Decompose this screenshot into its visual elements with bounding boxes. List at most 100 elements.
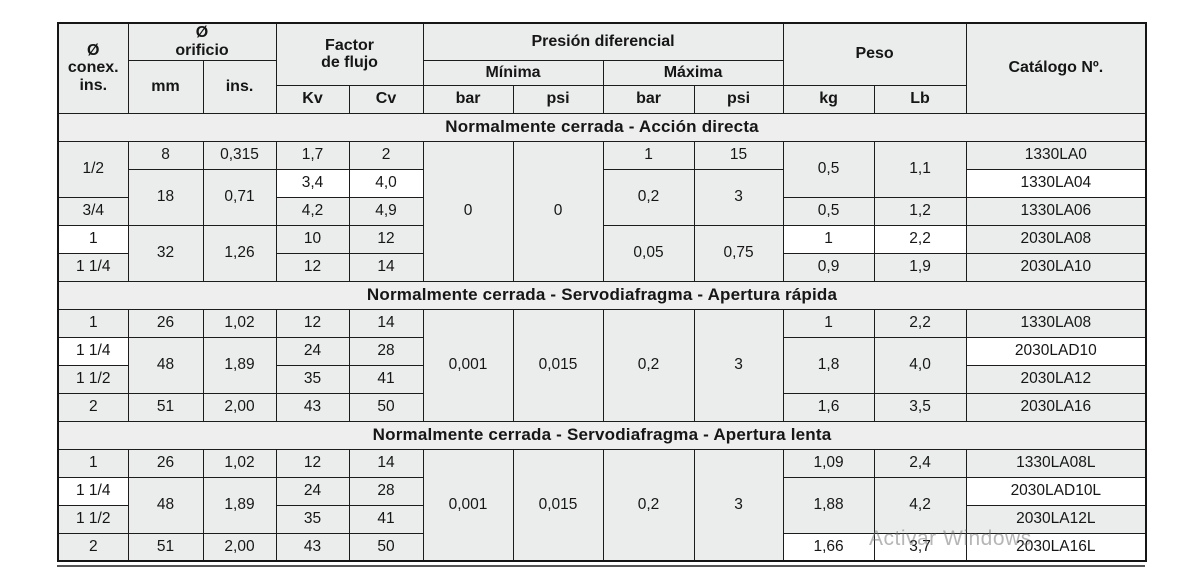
- section-title: Normalmente cerrada - Servodiafragma - A…: [57, 420, 1147, 450]
- table-cell: 0,315: [202, 140, 277, 170]
- table-cell: 2: [57, 532, 129, 562]
- table-cell: 51: [127, 532, 204, 562]
- table-cell: 1: [602, 140, 695, 170]
- table-cell: 0,001: [422, 448, 514, 562]
- table-cell: 24: [275, 336, 350, 366]
- table-cell: 12: [348, 224, 424, 254]
- table-cell: 50: [348, 532, 424, 562]
- table-cell: 0,5: [782, 140, 875, 198]
- column-header: Cv: [348, 84, 424, 114]
- table-cell: 41: [348, 364, 424, 394]
- table-row: 2 51 2,00 43 50 1,6 3,5 2030LA16: [57, 392, 1147, 422]
- table-cell: 32: [127, 224, 204, 282]
- column-header: Mínima: [422, 59, 604, 86]
- table-cell: 0,015: [512, 308, 604, 422]
- column-header: kg: [782, 84, 875, 114]
- table-cell: 8: [127, 140, 204, 170]
- table-cell: 0,001: [422, 308, 514, 422]
- table-cell: 14: [348, 448, 424, 478]
- table-cell: 1,7: [275, 140, 350, 170]
- table-cell: 3,5: [873, 392, 967, 422]
- table-cell: 1 1/4: [57, 252, 129, 282]
- table-cell: 48: [127, 336, 204, 394]
- table-cell: 1330LA08: [965, 308, 1147, 338]
- table-cell: 26: [127, 448, 204, 478]
- table-row: 18 0,71 3,4 4,0 0,2 3 1330LA04: [58, 168, 1147, 226]
- table-row: 1 1/2 35 41 2030LA12L: [57, 504, 1147, 534]
- table-cell: 1,66: [782, 532, 875, 562]
- table-cell: 1 1/4: [57, 476, 129, 506]
- column-header: Catálogo Nº.: [965, 22, 1147, 114]
- table-row: 1 1/4 48 1,89 24 28 1,88 4,2 2030LAD10L: [57, 476, 1147, 534]
- table-cell: 1,26: [202, 224, 277, 282]
- valve-spec-table-container: Ø conex. ins. Ø orificio Factor de flujo Pr…: [57, 22, 1148, 567]
- table-cell: 26: [127, 308, 204, 338]
- table-cell: 4,9: [348, 196, 424, 226]
- table-cell: 1330LA08L: [965, 448, 1147, 478]
- table-cell: 35: [275, 504, 350, 534]
- table-cell: 28: [348, 476, 424, 506]
- column-header: bar: [602, 84, 695, 114]
- table-cell: 1: [782, 308, 875, 338]
- table-cell: 1/2: [57, 140, 129, 198]
- table-cell: 24: [275, 476, 350, 506]
- column-header: Factor de flujo: [275, 22, 424, 86]
- column-header: psi: [512, 84, 604, 114]
- table-cell: 2030LA10: [965, 252, 1147, 282]
- table-cell: 12: [275, 448, 350, 478]
- column-header: mm: [127, 59, 204, 114]
- table-cell: 1,8: [782, 336, 875, 394]
- column-header: ins.: [202, 59, 277, 114]
- table-cell: 3: [693, 168, 784, 226]
- table-cell: 14: [348, 252, 424, 282]
- table-cell: 1,02: [202, 448, 277, 478]
- table-cell: 2030LA12: [965, 364, 1147, 394]
- table-cell: 10: [275, 224, 350, 254]
- table-cell: 0: [422, 140, 514, 282]
- table-cell: 18: [127, 168, 204, 226]
- table-cell: 41: [348, 504, 424, 534]
- table-cell: 1,02: [202, 308, 277, 338]
- table-row: 1 1/4 12 14 0,9 1,9 2030LA10: [57, 252, 1147, 282]
- table-cell: 1,89: [202, 476, 277, 534]
- header-row: Ø conex. ins. Ø orificio Factor de flujo Pr…: [57, 22, 1147, 114]
- table-cell: 12: [275, 252, 350, 282]
- table-cell: 35: [275, 364, 350, 394]
- table-cell: 0,71: [202, 168, 277, 226]
- table-cell: 1,1: [873, 140, 967, 198]
- section-band-row: Normalmente cerrada - Servodiafragma - A…: [57, 280, 1147, 310]
- table-cell: 0,75: [693, 224, 784, 282]
- table-cell: 14: [348, 308, 424, 338]
- table-cell: 2: [57, 392, 129, 422]
- table-cell: 3/4: [57, 196, 129, 226]
- table-row: 1 1/4 48 1,89 24 28 1,8 4,0 2030LAD10: [57, 336, 1147, 394]
- table-cell: 3,4: [275, 168, 350, 198]
- table-cell: 43: [275, 532, 350, 562]
- table-cell: 4,0: [873, 336, 967, 394]
- table-cell: 2,00: [202, 392, 277, 422]
- table-cell: 2030LA16: [965, 392, 1147, 422]
- table-cell: 0,015: [512, 448, 604, 562]
- table-body: Normalmente cerrada - Acción directa 1/2 8…: [57, 112, 1147, 562]
- table-cell: 1 1/2: [57, 504, 129, 534]
- table-cell: 2030LA12L: [965, 504, 1147, 534]
- table-row: 2 51 2,00 43 50 1,66 3,7 2030LA16L: [57, 532, 1147, 562]
- table-cell: 2,00: [202, 532, 277, 562]
- column-header: bar: [422, 84, 514, 114]
- table-cell: 12: [275, 308, 350, 338]
- section-band-row: Normalmente cerrada - Acción directa: [57, 112, 1147, 142]
- table-cell: 2,2: [873, 308, 967, 338]
- table-header: Ø conex. ins. Ø orificio Factor de flujo Pr…: [57, 22, 1147, 114]
- table-cell: 4,0: [348, 168, 424, 198]
- table-cell: 3: [693, 448, 784, 562]
- table-cell: 1,88: [782, 476, 875, 534]
- table-cell: 1,89: [202, 336, 277, 394]
- column-header: psi: [693, 84, 784, 114]
- table-cell: 1330LA06: [965, 196, 1147, 226]
- table-cell: 28: [348, 336, 424, 366]
- table-cell: 2,2: [873, 224, 967, 254]
- table-row: 3/4 4,2 4,9 0,5 1,2 1330LA06: [57, 196, 1147, 226]
- table-cell: 2030LA08: [965, 224, 1147, 254]
- table-cell: 3: [693, 308, 784, 422]
- table-cell: 1,09: [782, 448, 875, 478]
